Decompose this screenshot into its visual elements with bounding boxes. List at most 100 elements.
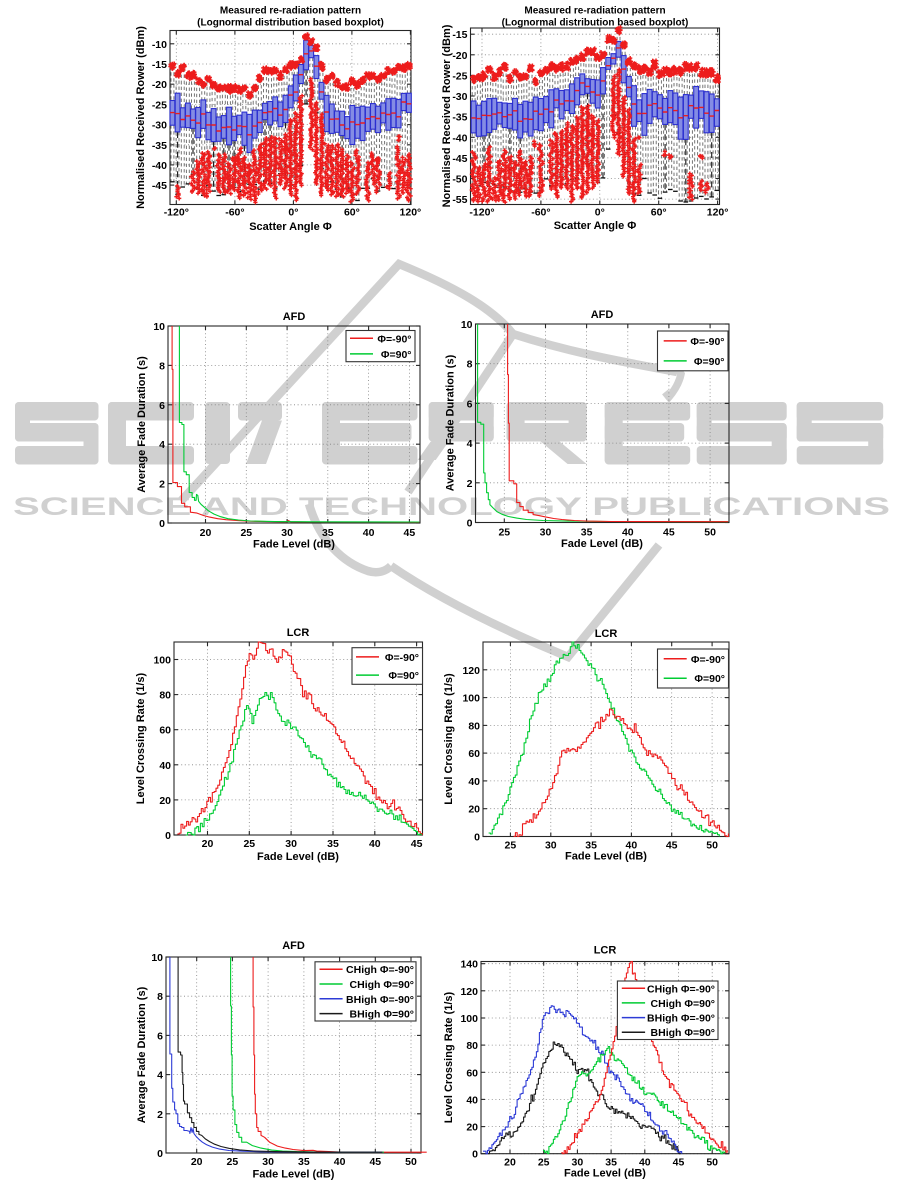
svg-text:25: 25	[240, 527, 252, 539]
svg-text:Φ=-90°: Φ=-90°	[385, 652, 419, 664]
svg-text:40: 40	[639, 1157, 651, 1169]
svg-text:10: 10	[153, 321, 165, 333]
svg-text:2: 2	[467, 478, 473, 490]
svg-text:-25: -25	[452, 70, 467, 82]
svg-text:0: 0	[474, 832, 480, 844]
svg-text:25: 25	[538, 1157, 550, 1169]
svg-text:40: 40	[468, 776, 480, 788]
svg-text:4: 4	[157, 1070, 163, 1082]
svg-text:40: 40	[334, 1156, 346, 1168]
svg-text:45: 45	[666, 840, 678, 852]
svg-text:-120°: -120°	[469, 207, 494, 219]
svg-text:25: 25	[498, 527, 510, 539]
svg-text:40: 40	[159, 760, 171, 772]
svg-text:-20: -20	[452, 50, 467, 62]
svg-text:140: 140	[460, 959, 478, 971]
svg-text:CHigh Φ=-90°: CHigh Φ=-90°	[647, 983, 715, 995]
svg-text:10: 10	[461, 319, 473, 331]
svg-text:-40: -40	[152, 160, 167, 172]
svg-text:Measured re-radiation pattern: Measured re-radiation pattern	[524, 6, 665, 17]
svg-text:LCR: LCR	[595, 628, 618, 640]
svg-text:-120°: -120°	[164, 207, 189, 219]
svg-text:-35: -35	[152, 140, 167, 152]
svg-text:10: 10	[151, 952, 163, 964]
svg-text:35: 35	[327, 838, 339, 850]
svg-text:SCIENCE AND TECHNOLOGY PUBLICA: SCIENCE AND TECHNOLOGY PUBLICATIONS	[13, 493, 890, 521]
svg-text:20: 20	[202, 838, 214, 850]
svg-text:20: 20	[200, 527, 212, 539]
svg-text:35: 35	[605, 1157, 617, 1169]
svg-text:Scatter Angle Φ: Scatter Angle Φ	[249, 221, 332, 233]
svg-text:2: 2	[159, 479, 165, 491]
svg-text:Average Fade Duration (s): Average Fade Duration (s)	[136, 986, 148, 1123]
svg-text:20: 20	[504, 1157, 516, 1169]
svg-text:20: 20	[468, 804, 480, 816]
svg-text:Fade Level (dB): Fade Level (dB)	[565, 851, 647, 863]
svg-text:CHigh Φ=90°: CHigh Φ=90°	[651, 998, 715, 1010]
svg-text:60°: 60°	[651, 207, 667, 219]
svg-text:Fade Level (dB): Fade Level (dB)	[257, 851, 339, 863]
svg-text:AFD: AFD	[282, 940, 305, 952]
svg-text:30: 30	[285, 838, 297, 850]
svg-text:0°: 0°	[288, 207, 298, 219]
svg-text:0: 0	[472, 1149, 478, 1161]
svg-text:Fade Level (dB): Fade Level (dB)	[253, 539, 335, 551]
svg-text:Level Crossing Rate (1/s): Level Crossing Rate (1/s)	[135, 672, 147, 804]
svg-text:30: 30	[540, 527, 552, 539]
svg-text:30: 30	[545, 840, 557, 852]
svg-text:20: 20	[466, 1122, 478, 1134]
svg-text:50: 50	[704, 527, 716, 539]
svg-text:BHigh Φ=90°: BHigh Φ=90°	[651, 1027, 715, 1039]
svg-text:Measured re-radiation pattern: Measured re-radiation pattern	[220, 6, 361, 17]
svg-text:-30: -30	[152, 120, 167, 132]
svg-text:Average Fade Duration (s): Average Fade Duration (s)	[136, 356, 148, 493]
svg-text:CHigh Φ=-90°: CHigh Φ=-90°	[346, 964, 414, 976]
svg-text:25: 25	[243, 838, 255, 850]
svg-text:80: 80	[159, 690, 171, 702]
svg-text:6: 6	[159, 400, 165, 412]
svg-text:40: 40	[466, 1094, 478, 1106]
svg-text:-45: -45	[152, 180, 167, 192]
svg-text:-45: -45	[452, 153, 467, 165]
svg-text:60: 60	[159, 725, 171, 737]
svg-text:Φ=-90°: Φ=-90°	[377, 333, 411, 345]
svg-text:4: 4	[467, 438, 473, 450]
svg-text:(Lognormal distribution based: (Lognormal distribution based boxplot)	[502, 18, 689, 29]
svg-text:20: 20	[191, 1156, 203, 1168]
svg-text:Level Crossing Rate (1/s): Level Crossing Rate (1/s)	[443, 673, 455, 805]
svg-text:80: 80	[466, 1040, 478, 1052]
svg-text:45: 45	[673, 1157, 685, 1169]
svg-text:-60°: -60°	[531, 207, 550, 219]
svg-text:8: 8	[467, 359, 473, 371]
svg-text:Normalised Received Rower (dBm: Normalised Received Rower (dBm)	[441, 24, 453, 207]
svg-text:30: 30	[572, 1157, 584, 1169]
svg-text:-40: -40	[452, 132, 467, 144]
svg-text:Fade Level (dB): Fade Level (dB)	[253, 1169, 335, 1181]
svg-text:20: 20	[159, 795, 171, 807]
svg-text:Scatter Angle Φ: Scatter Angle Φ	[554, 220, 637, 232]
svg-text:40: 40	[626, 840, 638, 852]
svg-text:8: 8	[159, 360, 165, 372]
svg-text:-25: -25	[152, 99, 167, 111]
svg-text:45: 45	[411, 838, 423, 850]
svg-text:40: 40	[622, 527, 634, 539]
svg-text:60°: 60°	[344, 207, 360, 219]
svg-text:120°: 120°	[707, 207, 729, 219]
svg-text:Fade Level (dB): Fade Level (dB)	[561, 538, 643, 550]
svg-text:30: 30	[262, 1156, 274, 1168]
svg-text:40: 40	[369, 838, 381, 850]
svg-text:-60°: -60°	[225, 207, 244, 219]
svg-text:0: 0	[159, 518, 165, 530]
svg-text:50: 50	[706, 840, 718, 852]
svg-text:-55: -55	[452, 194, 467, 206]
svg-text:6: 6	[157, 1030, 163, 1042]
svg-text:45: 45	[404, 527, 416, 539]
svg-text:100: 100	[153, 655, 171, 667]
svg-text:BHigh Φ=-90°: BHigh Φ=-90°	[647, 1013, 715, 1025]
svg-text:4: 4	[159, 439, 165, 451]
svg-text:100: 100	[462, 693, 480, 705]
svg-text:Normalised Received Rower (dBm: Normalised Received Rower (dBm)	[135, 26, 147, 209]
svg-text:8: 8	[157, 991, 163, 1003]
svg-text:LCR: LCR	[594, 945, 617, 957]
svg-text:Φ=90°: Φ=90°	[381, 349, 412, 361]
